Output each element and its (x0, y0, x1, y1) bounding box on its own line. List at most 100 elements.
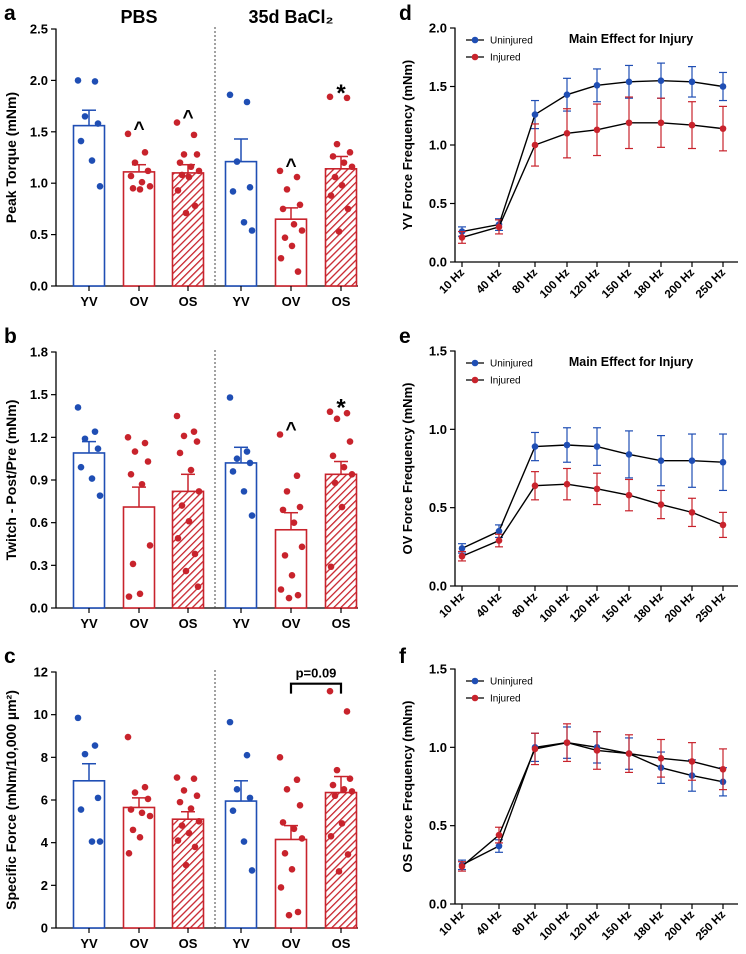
data-point (180, 432, 188, 440)
data-point (77, 806, 85, 813)
significance-marker: ^ (133, 119, 144, 140)
data-point (495, 223, 503, 231)
data-point (495, 842, 503, 850)
data-point (96, 492, 104, 499)
y-tick-label: 2.0 (30, 73, 48, 88)
data-point (625, 119, 633, 127)
y-tick-label: 0.5 (30, 227, 48, 242)
data-point (279, 506, 287, 514)
data-point (719, 765, 727, 773)
data-point (127, 172, 135, 180)
data-point (141, 439, 149, 447)
data-point (298, 835, 306, 842)
data-point (185, 517, 193, 525)
data-point (495, 537, 503, 544)
data-point (138, 809, 146, 817)
x-tick-label: OS (179, 616, 198, 631)
series-line (461, 483, 724, 557)
data-point (281, 552, 289, 559)
legend-marker (471, 359, 479, 367)
data-point (129, 826, 137, 834)
data-point (146, 542, 154, 549)
x-tick-label: 120 Hz (568, 908, 602, 942)
legend-marker (471, 36, 479, 44)
y-tick-label: 1.5 (30, 387, 48, 402)
data-point (226, 91, 234, 99)
data-point (141, 783, 149, 791)
x-tick-label: OV (130, 616, 149, 631)
data-point (176, 159, 184, 166)
data-point (178, 502, 186, 509)
y-tick-label: 0 (41, 921, 48, 936)
significance-marker: * (336, 80, 346, 107)
data-point (331, 792, 339, 800)
data-point (146, 812, 154, 820)
y-axis-label: YV Force Frequency (mNm) (400, 60, 415, 231)
data-point (285, 911, 293, 919)
data-point (625, 750, 633, 757)
x-tick-label: OS (179, 294, 198, 309)
data-point (340, 463, 348, 471)
data-point (180, 787, 188, 794)
data-point (458, 863, 466, 870)
panel-letter: d (399, 2, 412, 25)
y-tick-label: 1.0 (429, 422, 447, 437)
y-tick-label: 1.5 (30, 124, 48, 139)
data-point (296, 802, 304, 809)
data-point (625, 451, 633, 458)
y-tick-label: 1.2 (30, 430, 48, 445)
data-point (176, 449, 184, 457)
data-point (346, 438, 354, 445)
data-point (296, 503, 304, 511)
x-tick-label: 200 Hz (663, 266, 697, 300)
x-tick-label: 180 Hz (632, 266, 666, 300)
data-point (688, 457, 696, 464)
data-point (94, 445, 102, 453)
y-tick-label: 1.0 (30, 176, 48, 191)
panel-c: c 0 2 4 6 8 10 12 Specific Force (mNm/10,000 µm²… (3, 645, 358, 951)
data-point (229, 807, 237, 814)
panel-b: b 0.0 0.3 0.6 0.9 1.2 1.5 1.8 Twitch - Post/Pre … (3, 325, 358, 631)
panel-letter: b (4, 325, 17, 348)
y-tick-label: 1.5 (429, 79, 447, 94)
data-point (335, 868, 343, 875)
bar-yv (224, 462, 258, 609)
data-point (688, 509, 696, 516)
panel-letter: e (399, 325, 411, 348)
y-tick-label: 0.0 (30, 601, 48, 616)
y-tick-label: 0.5 (429, 500, 447, 515)
data-point (719, 458, 727, 466)
y-tick-label: 0.6 (30, 515, 48, 530)
data-point (338, 181, 346, 189)
data-point (281, 234, 289, 241)
x-tick-label: 250 Hz (694, 266, 728, 300)
y-tick-label: 0.0 (429, 579, 447, 594)
data-point (277, 254, 285, 262)
y-tick-label: 1.8 (30, 345, 48, 360)
x-tick-label: 150 Hz (600, 908, 634, 942)
data-point (277, 586, 285, 593)
x-tick-label: OV (282, 616, 301, 631)
data-point (333, 140, 341, 148)
data-point (283, 786, 291, 793)
data-point (195, 167, 203, 175)
data-point (657, 457, 665, 464)
data-point (719, 125, 727, 132)
data-point (293, 472, 301, 480)
legend-marker (471, 694, 479, 702)
x-tick-label: 180 Hz (632, 590, 666, 624)
data-point (531, 745, 539, 753)
data-point (327, 563, 335, 571)
data-point (94, 120, 102, 127)
data-point (136, 186, 144, 193)
data-point (144, 795, 152, 803)
bar-os (324, 791, 358, 929)
data-point (343, 708, 351, 715)
data-point (173, 774, 181, 781)
data-point (182, 861, 190, 869)
data-point (657, 77, 665, 84)
data-point (326, 408, 334, 416)
series-injured (458, 723, 727, 872)
y-axis-label: Peak Torque (mNm) (3, 92, 19, 223)
x-tick-label: 10 Hz (437, 266, 467, 296)
